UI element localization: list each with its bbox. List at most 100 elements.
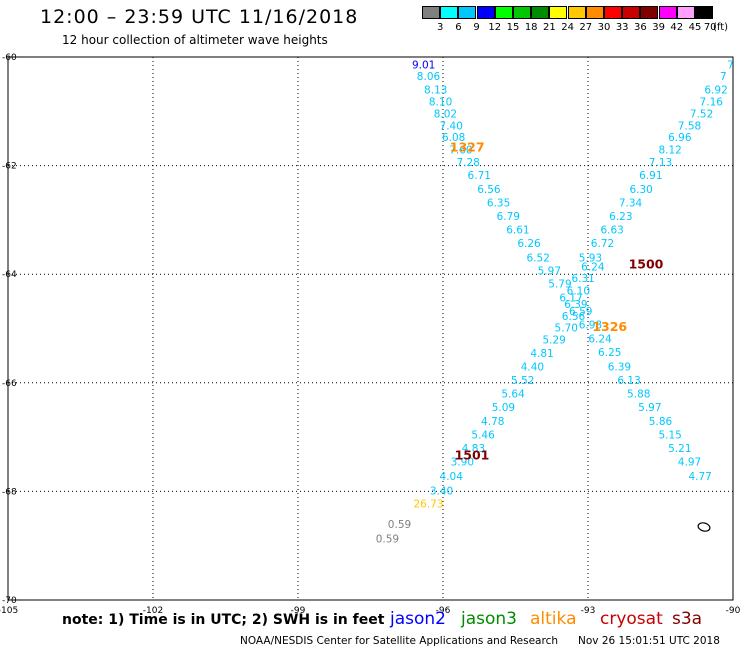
tick-labels: -105 -102 -99 -96 -93 -90 -60 -62 -64 -66 -68 -70	[0, 53, 740, 616]
wave-height-value: 6.72	[591, 238, 614, 250]
wave-height-value: 5.93	[579, 252, 602, 264]
colorbar-label: 45	[688, 22, 702, 33]
wave-height-value: 0.59	[376, 534, 399, 546]
x-tick-label: -96	[436, 606, 451, 616]
wave-height-value: 5.97	[638, 402, 661, 414]
wave-height-value: 6.52	[527, 252, 550, 264]
colorbar-swatch	[476, 6, 495, 19]
wave-height-value: 4.97	[678, 457, 701, 469]
colorbar-swatch	[695, 6, 713, 19]
y-tick-label: -60	[2, 53, 17, 63]
colorbar-label: 33	[615, 22, 629, 33]
wave-height-value: 4.78	[481, 416, 504, 428]
island-outline	[697, 522, 711, 532]
wave-height-value: 6.56	[477, 184, 501, 196]
colorbar-label: 42	[670, 22, 684, 33]
page-subtitle: 12 hour collection of altimeter wave hei…	[62, 33, 328, 47]
colorbar-swatch	[440, 6, 459, 19]
track-time-label: 1500	[629, 256, 664, 271]
colorbar-label: 9	[473, 22, 480, 33]
wave-height-value: 8.12	[658, 144, 681, 156]
colorbar-swatch	[640, 6, 659, 19]
wave-height-value: 4.83	[462, 443, 485, 455]
wave-height-value: 6.39	[608, 362, 631, 374]
colorbar-swatch	[513, 6, 531, 19]
wave-height-value: 6.71	[468, 170, 491, 182]
colorbar-label: 18	[524, 22, 538, 33]
colorbar-unit: (ft)	[713, 22, 729, 33]
colorbar-label: 30	[597, 22, 611, 33]
wave-height-value: 5.15	[658, 429, 681, 441]
wave-height-value: 6.98	[579, 320, 602, 332]
wave-height-value: 5.52	[511, 375, 534, 387]
x-tick-label: -105	[0, 606, 18, 616]
wave-height-value: 6.61	[506, 225, 529, 237]
wave-height-value: 4.77	[688, 471, 711, 483]
wave-height-value: 6.39	[564, 299, 587, 311]
wave-height-value: 7	[727, 60, 734, 72]
wave-height-value: 8.13	[424, 85, 447, 97]
wave-height-value: 7.34	[619, 198, 643, 210]
wave-height-value: 7.60	[449, 144, 472, 156]
x-tick-label: -90	[726, 606, 740, 616]
wave-height-value: 6.35	[487, 198, 510, 210]
colorbar-label: 27	[579, 22, 593, 33]
legend-s3a: s3a	[672, 609, 703, 629]
track-time-label: 1327	[450, 140, 485, 155]
colorbar-label: 12	[488, 22, 502, 33]
wave-height-value: 5.09	[492, 402, 515, 414]
wave-height-value: 5.79	[548, 278, 571, 290]
track-labels: 1327 1500 1326 1501	[450, 140, 664, 463]
colorbar-swatch	[622, 6, 641, 19]
grid-lines	[8, 57, 733, 600]
colorbar-swatch	[422, 6, 440, 19]
credit-text: NOAA/NESDIS Center for Satellite Applica…	[240, 635, 558, 647]
wave-height-value: 5.86	[649, 416, 673, 428]
colorbar-swatch	[494, 6, 513, 19]
x-tick-label: -99	[291, 606, 306, 616]
colorbar-swatch	[604, 6, 622, 19]
wave-height-value: 26.73	[413, 498, 443, 510]
legend-cryosat: cryosat	[600, 609, 663, 629]
wave-height-value: 6.17	[559, 293, 582, 305]
wave-height-value: 6.31	[571, 273, 594, 285]
wave-height-value: 6.24	[581, 262, 605, 274]
x-tick-label: -102	[143, 606, 163, 616]
wave-height-value: 6.25	[598, 347, 621, 359]
wave-height-value: 9.01	[412, 60, 435, 72]
colorbar-swatch	[458, 6, 477, 19]
wave-height-value: 6.63	[600, 225, 623, 237]
wave-height-value: 5.21	[668, 443, 691, 455]
wave-height-value: 6.10	[567, 285, 590, 297]
colorbar-swatch	[549, 6, 568, 19]
colorbar-swatch	[676, 6, 695, 19]
wave-height-value: 5.64	[501, 389, 525, 401]
colorbar-label: 36	[634, 22, 647, 33]
wave-height-value: 4.81	[530, 348, 553, 360]
legend-jason3: jason3	[461, 609, 517, 629]
wave-height-value: 7.28	[456, 157, 479, 169]
wave-height-value: 6.24	[588, 333, 612, 345]
wave-height-value: 5.70	[555, 322, 578, 334]
wave-height-value: 5.46	[471, 429, 495, 441]
page-title: 12:00 – 23:59 UTC 11/16/2018	[40, 6, 359, 28]
wave-height-value: 6.56	[562, 311, 586, 323]
wave-height-value: 5.29	[542, 334, 565, 346]
wave-height-value: 6.30	[629, 184, 652, 196]
wave-height-value: 6.79	[497, 211, 520, 223]
y-tick-label: -66	[2, 379, 17, 389]
wave-height-value: 8.10	[429, 97, 452, 109]
timestamp-text: Nov 26 15:01:51 UTC 2018	[578, 635, 720, 647]
colorbar-label: 24	[561, 22, 574, 33]
track-time-label: 1326	[592, 319, 627, 334]
wave-height-value: 6.26	[517, 238, 541, 250]
wave-height-value: 5.88	[627, 389, 650, 401]
wave-height-value: 4.40	[521, 362, 544, 374]
wave-height-value: 7.52	[690, 108, 713, 120]
colorbar-swatch	[531, 6, 550, 19]
footer-note: note: 1) Time is in UTC; 2) SWH is in fe…	[62, 612, 385, 628]
wave-height-value: 6.23	[609, 211, 632, 223]
colorbar-swatch	[585, 6, 604, 19]
wave-height-value: 8.02	[434, 108, 457, 120]
wave-height-value: 7.16	[700, 97, 724, 109]
